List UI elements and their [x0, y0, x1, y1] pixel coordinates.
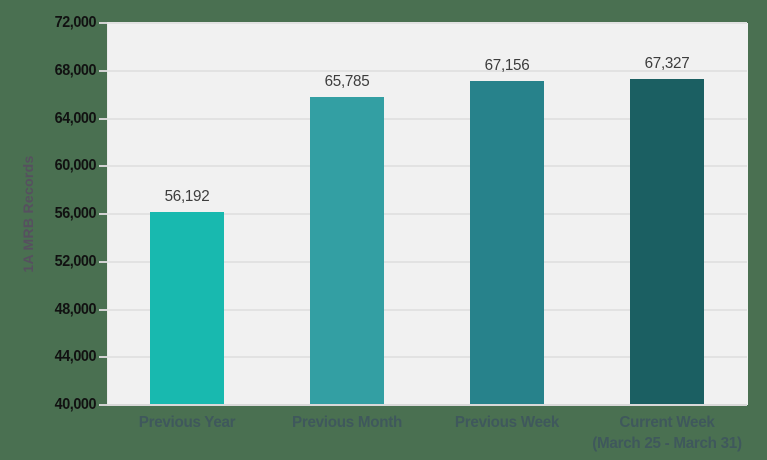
y-gridline — [107, 261, 747, 263]
bar-3 — [470, 81, 544, 405]
x-category-label: Previous Year — [92, 412, 282, 433]
y-gridline — [107, 165, 747, 167]
bar-value-label: 65,785 — [324, 73, 370, 90]
y-axis-tick — [99, 118, 107, 120]
x-category-label: Previous Month — [252, 412, 442, 433]
x-category-label-line: Current Week — [619, 414, 715, 431]
y-axis-tick-label: 60,000 — [54, 157, 97, 174]
y-axis-tick-label: 72,000 — [54, 14, 97, 31]
bar-4 — [630, 79, 704, 405]
bar-value-label: 67,327 — [644, 55, 690, 72]
y-axis-tick — [99, 165, 107, 167]
y-axis-tick-label: 44,000 — [54, 348, 97, 365]
bar-value-label: 67,156 — [484, 57, 530, 74]
x-axis-line — [107, 404, 747, 406]
y-axis-tick-label: 40,000 — [54, 396, 97, 413]
bar-2 — [310, 97, 384, 405]
x-category-label: Current Week (March 25 - March 31) — [572, 412, 762, 454]
y-gridline — [107, 118, 747, 120]
bar-value-label: 56,192 — [164, 188, 210, 205]
y-axis-tick-label: 48,000 — [54, 301, 97, 318]
y-gridline — [107, 356, 747, 358]
y-axis-tick-label: 68,000 — [54, 62, 97, 79]
y-gridline — [107, 70, 747, 72]
y-axis-tick — [99, 213, 107, 215]
y-gridline — [107, 213, 747, 215]
y-axis-tick — [99, 404, 107, 406]
y-axis-tick — [99, 22, 107, 24]
x-category-label-line: (March 25 - March 31) — [592, 435, 742, 452]
y-gridline — [107, 309, 747, 311]
y-axis-tick — [99, 261, 107, 263]
y-axis-tick-label: 64,000 — [54, 110, 97, 127]
x-category-label-line: Previous Month — [291, 414, 403, 431]
x-category-label-line: Previous Week — [454, 414, 560, 431]
y-axis-tick — [99, 356, 107, 358]
bar-1 — [150, 212, 224, 405]
x-category-label: Previous Week — [412, 412, 602, 433]
y-axis-tick-label: 56,000 — [54, 205, 97, 222]
y-axis-tick — [99, 309, 107, 311]
y-gridline — [107, 22, 747, 24]
y-axis-tick — [99, 70, 107, 72]
x-category-label-line: Previous Year — [138, 414, 236, 431]
y-axis-tick-label: 52,000 — [54, 253, 97, 270]
